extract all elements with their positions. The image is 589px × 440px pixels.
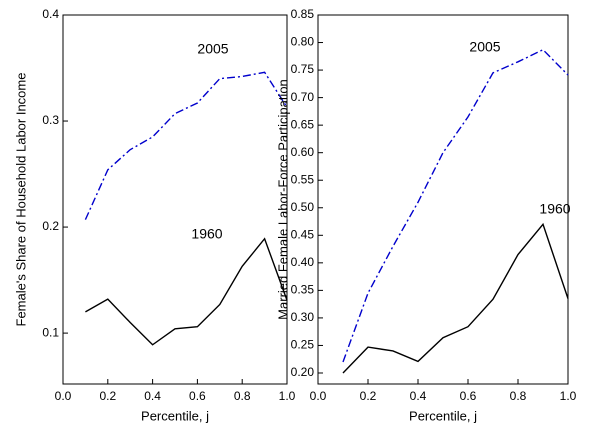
- y-tick-label: 0.20: [291, 365, 315, 379]
- y-tick-label: 0.85: [291, 7, 315, 21]
- x-tick-label: 0.2: [360, 389, 377, 403]
- x-tick-label: 0.6: [460, 389, 477, 403]
- x-axis-label: Percentile, j: [141, 408, 209, 423]
- y-tick-label: 0.40: [291, 255, 315, 269]
- y-axis-label: Married Female Labor-Force Participation: [275, 79, 290, 320]
- y-tick-label: 0.50: [291, 200, 315, 214]
- series-label: 2005: [469, 39, 500, 55]
- series-label: 1960: [539, 201, 570, 217]
- y-tick-label: 0.2: [42, 219, 59, 233]
- x-tick-label: 1.0: [560, 389, 577, 403]
- y-axis-label: Female's Share of Household Labor Income: [13, 73, 28, 327]
- y-tick-label: 0.80: [291, 35, 315, 49]
- x-tick-label: 0.8: [510, 389, 527, 403]
- y-tick-label: 0.65: [291, 117, 315, 131]
- y-tick-label: 0.70: [291, 90, 315, 104]
- x-tick-label: 1.0: [279, 389, 296, 403]
- y-tick-label: 0.55: [291, 172, 315, 186]
- x-tick-label: 0.0: [55, 389, 72, 403]
- x-axis-label: Percentile, j: [409, 408, 477, 423]
- y-tick-label: 0.35: [291, 283, 315, 297]
- series-line: [85, 237, 288, 346]
- series-line: [84, 71, 288, 220]
- plot-frame: [317, 14, 569, 385]
- x-tick-label: 0.8: [234, 389, 251, 403]
- plot-frame: [62, 14, 288, 385]
- series-label: 2005: [197, 41, 228, 57]
- x-tick-label: 0.2: [99, 389, 116, 403]
- y-tick-label: 0.60: [291, 145, 315, 159]
- y-tick-label: 0.3: [42, 113, 59, 127]
- series-line: [342, 222, 569, 374]
- y-tick-label: 0.25: [291, 338, 315, 352]
- x-tick-label: 0.0: [310, 389, 327, 403]
- y-tick-label: 0.45: [291, 227, 315, 241]
- x-tick-label: 0.6: [189, 389, 206, 403]
- y-tick-label: 0.30: [291, 310, 315, 324]
- y-tick-label: 0.4: [42, 7, 59, 21]
- x-tick-label: 0.4: [410, 389, 427, 403]
- series-label: 1960: [191, 226, 222, 242]
- y-tick-label: 0.75: [291, 62, 315, 76]
- x-tick-label: 0.4: [144, 389, 161, 403]
- series-line: [342, 48, 569, 363]
- y-tick-label: 0.1: [42, 325, 59, 339]
